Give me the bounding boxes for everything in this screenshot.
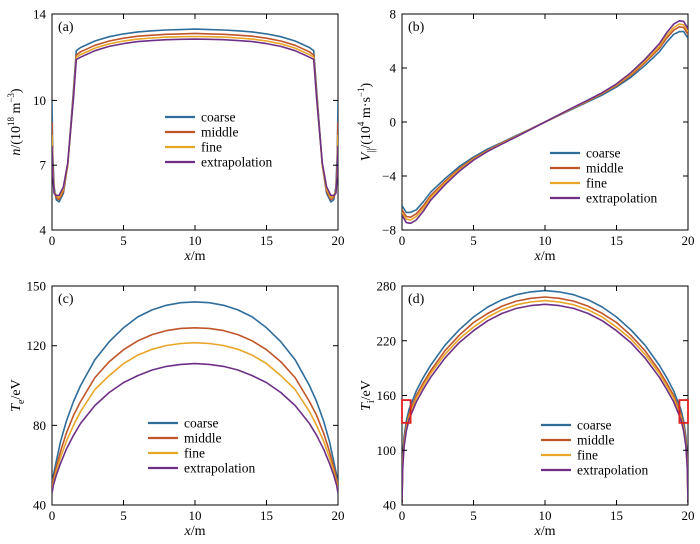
- x-tick-label: 10: [539, 233, 552, 248]
- legend-label-middle: middle: [201, 125, 239, 140]
- panel-c: 0 5 10 15 20 40 80 120 150 (c) x/m Te/eV coarsemiddl…: [9, 279, 345, 540]
- panel-label: (a): [58, 20, 74, 35]
- y-tick-label: 160: [377, 388, 397, 403]
- x-tick-label: 5: [120, 233, 127, 248]
- series-line-extrapolation: [52, 362, 338, 494]
- x-tick-label: 15: [610, 233, 623, 248]
- legend-label-fine: fine: [184, 446, 205, 461]
- x-tick-label: 10: [189, 233, 202, 248]
- series-line-fine: [402, 299, 688, 503]
- x-axis-label: x/m: [534, 524, 556, 539]
- legend-label-coarse: coarse: [577, 418, 611, 433]
- series-group: [52, 301, 338, 494]
- y-tick-label: 10: [33, 93, 46, 108]
- panel-b: 0 5 10 15 20 −8 −4 0 4 8 (b) x/m V||/(104 m·s−1) coar…: [356, 7, 695, 265]
- legend-label-extrapolation: extrapolation: [586, 191, 657, 206]
- y-tick-label: 280: [377, 279, 397, 294]
- highlight-box-2: [678, 399, 689, 424]
- x-tick-label: 5: [470, 233, 477, 248]
- y-axis-label: Te/eV: [9, 379, 27, 411]
- x-axis-label: x/m: [184, 249, 206, 264]
- legend-label-coarse: coarse: [184, 416, 218, 431]
- y-tick-label: 150: [27, 279, 47, 294]
- legend-label-extrapolation: extrapolation: [184, 461, 255, 476]
- panel-label: (c): [58, 292, 74, 307]
- x-tick-label: 5: [470, 508, 477, 523]
- legend-label-fine: fine: [586, 176, 607, 191]
- x-tick-label: 20: [682, 508, 695, 523]
- legend-label-coarse: coarse: [201, 110, 235, 125]
- legend-label-extrapolation: extrapolation: [201, 155, 272, 170]
- y-axis-label: Ti/eV: [359, 380, 377, 411]
- panel-label: (d): [408, 292, 425, 307]
- y-tick-label: 14: [33, 7, 47, 22]
- series-group: [52, 28, 338, 203]
- y-axis-label: V||/(104 m·s−1): [356, 82, 377, 161]
- series-line-coarse: [52, 301, 338, 486]
- x-tick-label: 0: [49, 233, 56, 248]
- y-axis-label: n/(1018 m−3): [6, 88, 24, 156]
- y-tick-label: 120: [27, 338, 47, 353]
- y-tick-label: 220: [377, 333, 397, 348]
- highlight-box-1: [401, 399, 412, 424]
- panel-label: (b): [408, 20, 425, 35]
- series-line-middle: [402, 296, 688, 502]
- series-line-extrapolation: [52, 38, 338, 197]
- x-tick-label: 0: [49, 508, 56, 523]
- series-line-extrapolation: [402, 20, 688, 225]
- y-tick-label: −8: [382, 223, 396, 238]
- legend-label-fine: fine: [577, 448, 598, 463]
- series-line-fine: [52, 341, 338, 492]
- x-tick-label: 10: [189, 508, 202, 523]
- y-tick-label: 80: [33, 418, 46, 433]
- x-tick-label: 15: [260, 233, 273, 248]
- y-tick-label: −4: [382, 169, 396, 184]
- y-tick-label: 100: [377, 443, 397, 458]
- x-tick-label: 0: [399, 233, 406, 248]
- y-tick-label: 8: [390, 7, 397, 22]
- panel-a: 0 5 10 15 20 4 7 10 14 (a) x/m n/(1018 m−3) coarsemi…: [6, 7, 345, 265]
- y-tick-label: 40: [33, 498, 46, 513]
- x-tick-label: 0: [399, 508, 406, 523]
- legend-label-coarse: coarse: [586, 146, 620, 161]
- x-axis-label: x/m: [534, 249, 556, 264]
- x-tick-label: 15: [610, 508, 623, 523]
- y-tick-label: 40: [383, 498, 396, 513]
- y-tick-label: 4: [390, 61, 397, 76]
- series-line-extrapolation: [402, 303, 688, 504]
- legend-label-fine: fine: [201, 140, 222, 155]
- x-tick-label: 20: [332, 508, 345, 523]
- x-tick-label: 15: [260, 508, 273, 523]
- x-tick-label: 10: [539, 508, 552, 523]
- series-line-middle: [52, 327, 338, 490]
- legend-label-middle: middle: [184, 431, 222, 446]
- x-tick-label: 20: [332, 233, 345, 248]
- y-tick-label: 4: [40, 223, 47, 238]
- x-axis-label: x/m: [184, 524, 206, 539]
- legend-label-middle: middle: [586, 161, 624, 176]
- series-group: [402, 20, 688, 225]
- y-tick-label: 0: [390, 115, 397, 130]
- legend-label-middle: middle: [577, 433, 615, 448]
- x-tick-label: 20: [682, 233, 695, 248]
- legend-label-extrapolation: extrapolation: [577, 463, 648, 478]
- x-tick-label: 5: [120, 508, 127, 523]
- panel-d: 0 5 10 15 20 40 100 160 220 280 (d) x/m Ti/eV coarsem…: [359, 279, 695, 540]
- y-tick-label: 7: [40, 158, 47, 173]
